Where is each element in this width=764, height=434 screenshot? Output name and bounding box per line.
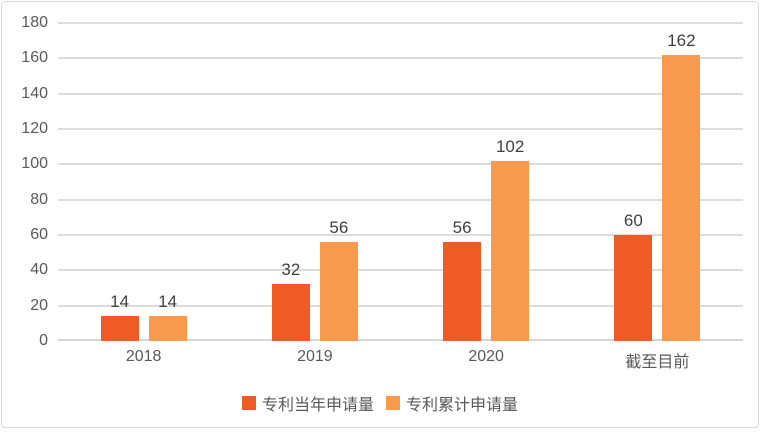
legend-item: 专利当年申请量: [241, 391, 374, 415]
bar-value-label: 102: [495, 136, 525, 156]
y-axis-tick-label: 140: [21, 84, 48, 102]
x-axis: 2018 2019 2020 截至目前: [58, 348, 743, 372]
gridline: [58, 128, 743, 130]
y-axis-tick-label: 100: [21, 155, 48, 173]
bar-value-label: 14: [158, 292, 178, 312]
gridline: [58, 92, 743, 95]
x-axis-label: 2020: [468, 348, 504, 365]
bar-value-label: 60: [623, 211, 643, 230]
gridline: [58, 163, 743, 166]
x-axis-label: 截至目前: [625, 354, 690, 371]
bar-series2-2020: [491, 160, 530, 341]
y-axis-tick-label: 180: [21, 14, 48, 31]
y-axis-tick-label: 80: [30, 190, 48, 208]
bar-value-label: 32: [281, 260, 301, 280]
legend-item: 专利累计申请量: [386, 391, 518, 415]
legend-swatch-icon: [241, 396, 256, 410]
x-axis-label: 2018: [125, 348, 162, 365]
bar-value-label: 14: [110, 292, 130, 312]
y-axis-tick-label: 40: [30, 261, 48, 279]
gridline: [58, 234, 743, 236]
plot-area: 14 14 32 56 56 102 60 162: [58, 22, 743, 341]
gridline: [58, 22, 743, 24]
bar-series1-截至目前: [614, 235, 653, 341]
bar-series1-2019: [271, 284, 310, 341]
y-axis-tick-label: 60: [30, 226, 48, 243]
legend-label: 专利累计申请量: [406, 397, 519, 414]
y-axis-tick-label: 160: [21, 49, 48, 67]
y-axis: 0 20 40 60 80 100 120 140 160 180: [2, 14, 48, 349]
patent-applications-bar-chart: 0 20 40 60 80 100 120 140 160 180 14 14 32 56 56 102 60…: [1, 1, 759, 428]
gridline: [58, 57, 743, 60]
bar-series2-2018: [148, 316, 187, 341]
legend-swatch-icon: [386, 396, 400, 410]
y-axis-tick-label: 120: [21, 120, 48, 137]
legend-label: 专利当年申请量: [261, 397, 374, 414]
bar-value-label: 56: [329, 218, 349, 238]
bar-series1-2018: [100, 316, 139, 341]
gridline: [58, 198, 743, 201]
y-axis-tick-label: 0: [39, 332, 48, 349]
bar-value-label: 56: [452, 218, 472, 238]
chart-legend: 专利当年申请量 专利累计申请量: [2, 391, 758, 415]
bar-series2-截至目前: [662, 54, 701, 341]
x-axis-label: 2019: [297, 348, 333, 365]
bar-value-label: 162: [667, 30, 696, 50]
x-axis-line: [58, 339, 743, 341]
gridline: [58, 269, 743, 272]
gridline: [58, 304, 743, 307]
bar-series2-2019: [319, 242, 358, 341]
y-axis-tick-label: 20: [30, 296, 48, 314]
bar-series1-2020: [443, 242, 482, 341]
